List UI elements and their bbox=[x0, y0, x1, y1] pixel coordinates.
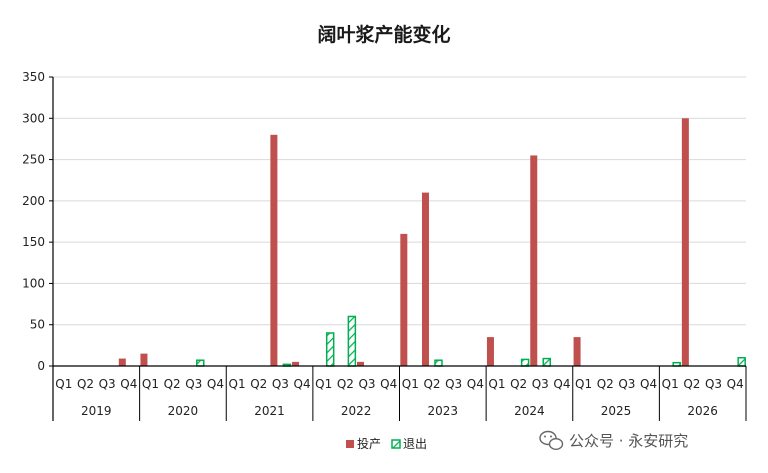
legend-swatch-production bbox=[346, 440, 354, 448]
bar-投产 bbox=[421, 192, 429, 366]
y-tick-label: 100 bbox=[22, 276, 45, 290]
x-tick-label-quarter: Q1 bbox=[229, 377, 246, 391]
x-tick-label-quarter: Q3 bbox=[618, 377, 635, 391]
x-tick-label-quarter: Q2 bbox=[164, 377, 181, 391]
bar-退出 bbox=[737, 356, 746, 367]
grid bbox=[53, 76, 746, 326]
x-tick-label-quarter: Q3 bbox=[532, 377, 549, 391]
x-tick-label-quarter: Q1 bbox=[142, 377, 159, 391]
bar-投产 bbox=[140, 353, 148, 366]
x-tick-label-quarter: Q3 bbox=[445, 377, 462, 391]
y-tick-label: 350 bbox=[22, 70, 45, 84]
x-tick-label-quarter: Q1 bbox=[575, 377, 592, 391]
x-tick-label-year: 2020 bbox=[168, 404, 199, 418]
bar-退出 bbox=[542, 357, 552, 367]
bar-投产 bbox=[573, 337, 581, 366]
x-tick-label-quarter: Q3 bbox=[272, 377, 289, 391]
x-tick-label-quarter: Q2 bbox=[77, 377, 94, 391]
x-tick-label-quarter: Q2 bbox=[597, 377, 614, 391]
y-tick-label: 300 bbox=[22, 111, 45, 125]
legend-label-exit: 退出 bbox=[403, 437, 427, 451]
x-tick-label-quarter: Q1 bbox=[55, 377, 72, 391]
legend-swatch-exit bbox=[391, 439, 401, 449]
bar-投产 bbox=[530, 155, 538, 366]
x-tick-label-quarter: Q1 bbox=[662, 377, 679, 391]
bars bbox=[118, 118, 746, 367]
x-tick-label-year: 2024 bbox=[514, 404, 545, 418]
bar-投产 bbox=[118, 358, 126, 366]
x-tick-label-year: 2025 bbox=[601, 404, 632, 418]
x-tick-label-quarter: Q3 bbox=[358, 377, 375, 391]
x-tick-label-quarter: Q4 bbox=[120, 377, 137, 391]
wechat-icon bbox=[539, 430, 564, 451]
x-tick-label-year: 2023 bbox=[428, 404, 459, 418]
x-tick-label-quarter: Q3 bbox=[705, 377, 722, 391]
axes bbox=[52, 77, 747, 421]
bar-投产 bbox=[681, 118, 689, 367]
x-tick-label-quarter: Q2 bbox=[510, 377, 527, 391]
bar-投产 bbox=[486, 337, 494, 366]
x-tick-label-quarter: Q2 bbox=[683, 377, 700, 391]
x-tick-label-quarter: Q4 bbox=[553, 377, 570, 391]
x-tick-label-year: 2019 bbox=[81, 404, 112, 418]
x-tick-label-year: 2021 bbox=[254, 404, 285, 418]
x-tick-label-quarter: Q2 bbox=[337, 377, 354, 391]
legend: 投产 退出 bbox=[346, 436, 427, 451]
x-tick-label-quarter: Q1 bbox=[488, 377, 505, 391]
bar-退出 bbox=[325, 332, 335, 367]
chart-title: 阔叶浆产能变化 bbox=[317, 23, 450, 46]
y-axis-ticks: 0 50 100 150 200 250 300 350 bbox=[22, 70, 53, 373]
y-tick-label: 150 bbox=[22, 235, 45, 249]
x-tick-label-year: 2026 bbox=[687, 404, 718, 418]
x-tick-label-quarter: Q4 bbox=[380, 377, 397, 391]
legend-label-production: 投产 bbox=[357, 436, 381, 451]
x-axis-labels: Q1 Q2 Q3 Q4 Q1 Q2 Q3 Q4 Q1 Q2 Q3 Q4 Q1 Q2 Q3 Q4 Q1 Q2 Q3 Q4… bbox=[55, 377, 743, 418]
x-tick-label-year: 2022 bbox=[341, 404, 372, 418]
y-tick-label: 250 bbox=[22, 153, 45, 167]
bar-退出 bbox=[196, 359, 205, 367]
x-tick-label-quarter: Q2 bbox=[250, 377, 267, 391]
bar-退出 bbox=[434, 359, 443, 367]
x-tick-label-quarter: Q3 bbox=[185, 377, 202, 391]
x-tick-label-quarter: Q1 bbox=[315, 377, 332, 391]
x-tick-label-quarter: Q4 bbox=[727, 377, 744, 391]
bar-投产 bbox=[292, 361, 300, 366]
y-tick-label: 0 bbox=[37, 359, 45, 373]
x-tick-label-quarter: Q1 bbox=[402, 377, 419, 391]
x-tick-label-quarter: Q4 bbox=[294, 377, 311, 391]
x-tick-label-quarter: Q2 bbox=[423, 377, 440, 391]
y-tick-label: 200 bbox=[22, 194, 45, 208]
bar-投产 bbox=[400, 233, 408, 366]
bar-投产 bbox=[270, 134, 278, 366]
x-tick-label-quarter: Q3 bbox=[99, 377, 116, 391]
bar-退出 bbox=[520, 358, 530, 367]
y-tick-label: 50 bbox=[30, 318, 45, 332]
watermark-text: 公众号 · 永安研究 bbox=[569, 432, 688, 450]
bar-投产 bbox=[357, 361, 365, 366]
x-tick-label-quarter: Q4 bbox=[207, 377, 224, 391]
x-tick-label-quarter: Q4 bbox=[467, 377, 484, 391]
x-tick-label-quarter: Q4 bbox=[640, 377, 657, 391]
watermark: 公众号 · 永安研究 bbox=[539, 430, 688, 451]
bar-退出 bbox=[347, 315, 357, 367]
